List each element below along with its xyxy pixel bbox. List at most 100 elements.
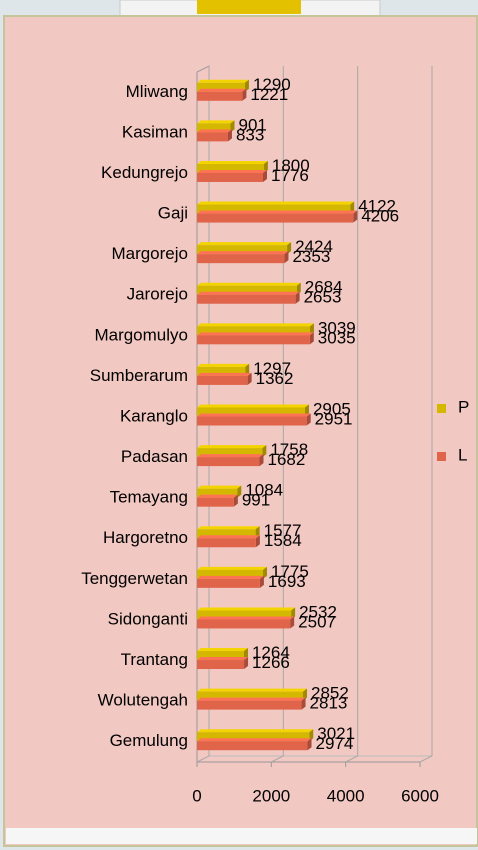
data-label: 2507 — [298, 612, 336, 631]
bar-face — [197, 416, 307, 426]
bar-top — [197, 566, 267, 570]
bar-top — [197, 169, 268, 173]
data-label: 2353 — [292, 247, 330, 266]
bar-top — [197, 372, 252, 376]
bar-face — [197, 407, 305, 417]
bar-face — [197, 82, 245, 92]
bar — [197, 332, 314, 345]
bar-face — [197, 285, 297, 295]
bar-face — [197, 335, 310, 345]
bar-face — [197, 529, 256, 539]
bar-face — [197, 366, 246, 376]
bar-face — [197, 245, 288, 255]
x-tick-label: 4000 — [327, 786, 365, 805]
bar-top — [197, 729, 314, 733]
bar-top — [197, 363, 250, 367]
bar-top — [197, 688, 307, 692]
data-label: 991 — [242, 491, 270, 510]
bar-top — [197, 404, 309, 408]
bar — [197, 485, 242, 498]
data-label: 3035 — [318, 328, 356, 347]
y-tick-label: Margorejo — [111, 244, 188, 263]
bar-top — [197, 88, 247, 92]
data-label: 2424 — [295, 237, 333, 256]
bar-top — [197, 485, 242, 489]
y-tick-label: Kasiman — [122, 122, 188, 141]
bar-end — [237, 485, 242, 498]
bar-end — [227, 129, 232, 142]
bar-end — [295, 291, 300, 304]
bar-end — [259, 454, 264, 467]
data-label: 1577 — [264, 521, 302, 540]
data-label: 1693 — [268, 572, 306, 591]
data-label: 1584 — [264, 531, 302, 550]
data-label: 1221 — [250, 85, 288, 104]
bar — [197, 575, 264, 588]
bar-face — [197, 375, 248, 385]
bar-top — [197, 160, 268, 164]
bar-face — [197, 691, 303, 701]
bar-face — [197, 651, 244, 661]
bar-face — [197, 732, 310, 742]
bar-face — [197, 569, 263, 579]
bar — [197, 169, 268, 182]
panel-footer — [6, 828, 477, 844]
data-label: 2974 — [316, 734, 354, 753]
data-label: 1362 — [256, 369, 294, 388]
bar — [197, 291, 300, 304]
bar-top — [197, 129, 232, 133]
data-label: 1682 — [268, 450, 306, 469]
bar — [197, 372, 252, 385]
bar — [197, 210, 358, 223]
bar-top — [197, 526, 260, 530]
data-label: 833 — [236, 125, 264, 144]
bar — [197, 688, 307, 701]
bar-face — [197, 213, 354, 223]
bar-end — [284, 251, 289, 264]
y-tick-label: Wolutengah — [98, 691, 188, 710]
y-tick-label: Hargoretno — [103, 528, 188, 547]
bar-face — [197, 538, 256, 548]
bar — [197, 129, 232, 142]
y-tick-label: Mliwang — [126, 82, 188, 101]
bar-top — [197, 616, 295, 620]
bar — [197, 738, 312, 751]
bar-top — [197, 210, 358, 214]
bar-face — [197, 204, 351, 214]
bar-face — [197, 132, 228, 142]
bar-end — [306, 413, 311, 426]
bar — [197, 454, 264, 467]
legend-label: L — [458, 445, 467, 464]
data-label: 4206 — [361, 207, 399, 226]
bar-end — [242, 88, 247, 101]
x-tick-label: 6000 — [401, 786, 439, 805]
data-label: 4122 — [358, 197, 396, 216]
bar — [197, 616, 295, 629]
bar — [197, 657, 249, 670]
bar-face — [197, 326, 310, 336]
data-label: 3039 — [318, 318, 356, 337]
y-tick-label: Sidonganti — [108, 609, 188, 628]
data-label: 1775 — [271, 562, 309, 581]
y-tick-label: Sumberarum — [90, 366, 188, 385]
header-highlight — [197, 0, 301, 14]
data-label: 1290 — [253, 75, 291, 94]
bar-end — [247, 372, 252, 385]
data-label: 3021 — [317, 724, 355, 743]
data-label: 1776 — [271, 166, 309, 185]
bar-end — [290, 616, 295, 629]
data-label: 1758 — [270, 440, 308, 459]
bar-face — [197, 610, 292, 620]
bar-top — [197, 282, 301, 286]
data-label: 1800 — [272, 156, 310, 175]
bar-end — [259, 575, 264, 588]
data-label: 1084 — [245, 481, 283, 500]
legend-label: P — [458, 397, 469, 416]
bar-top — [197, 120, 235, 124]
bar-face — [197, 448, 263, 458]
legend-swatch — [437, 452, 446, 461]
bar-face — [197, 488, 238, 498]
y-tick-label: Padasan — [121, 447, 188, 466]
bar-end — [263, 169, 268, 182]
data-label: 2852 — [311, 684, 349, 703]
